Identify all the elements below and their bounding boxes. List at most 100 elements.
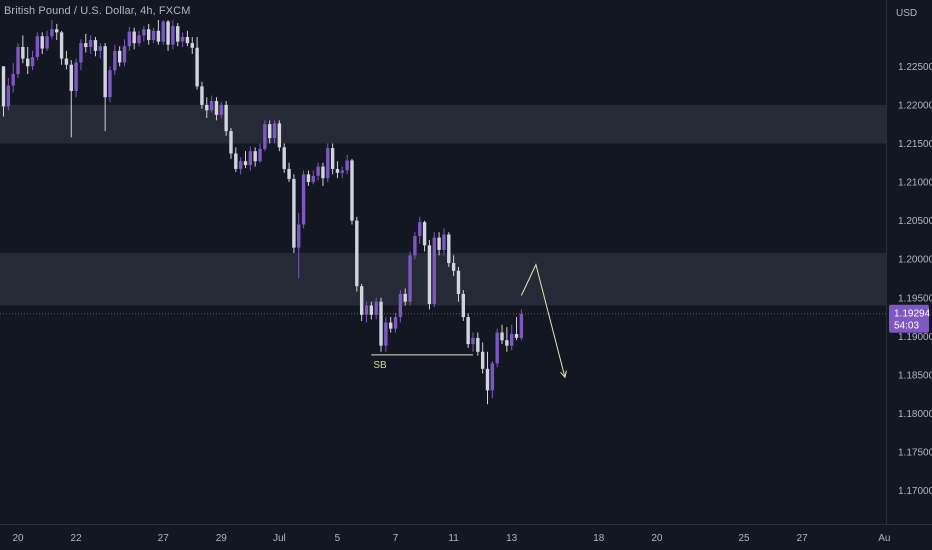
candle-body	[422, 222, 427, 246]
candle-body	[11, 74, 15, 86]
candle-body	[510, 334, 514, 346]
candle-body	[35, 36, 40, 58]
price-tick-label: 1.19000	[898, 332, 932, 343]
candle-body	[21, 47, 25, 59]
time-tick-label: 13	[506, 533, 518, 544]
candle-body	[64, 58, 69, 65]
candle-body	[195, 47, 199, 87]
candle-body	[364, 305, 369, 315]
price-tick-label: 1.22000	[898, 100, 932, 111]
candle-body	[166, 21, 170, 45]
candle-body	[45, 36, 49, 49]
candle-body	[292, 178, 296, 248]
candle-body	[514, 334, 519, 338]
price-tick-label: 1.21000	[898, 178, 932, 189]
candle-body	[1, 66, 6, 107]
candle-body	[84, 43, 88, 48]
candle-body	[103, 46, 107, 98]
time-tick-label: 20	[651, 533, 663, 544]
candle-body	[214, 101, 219, 115]
candle-body	[263, 124, 267, 149]
candle-body	[69, 64, 73, 91]
time-tick-label: 18	[593, 533, 605, 544]
price-axis[interactable]	[887, 0, 932, 524]
candle-body	[413, 236, 417, 256]
candle-body	[108, 70, 112, 98]
candle-body	[88, 40, 93, 48]
candle-body	[427, 245, 432, 304]
zone-rectangle[interactable]	[0, 253, 886, 306]
price-tick-label: 1.21500	[898, 139, 932, 150]
candle-body	[447, 234, 451, 264]
candle-body	[79, 43, 83, 63]
last-price-label: 1.19294	[894, 309, 931, 320]
candle-body	[248, 151, 253, 166]
candle-body	[393, 317, 398, 329]
candle-body	[476, 337, 480, 352]
zone-rectangle[interactable]	[0, 104, 886, 144]
price-tick-label: 1.19500	[898, 293, 932, 304]
projection-path[interactable]	[520, 263, 566, 378]
candle-body	[74, 62, 78, 91]
time-tick-label: 7	[393, 533, 399, 544]
price-tick-label: 1.22500	[898, 62, 932, 73]
candle-body	[456, 270, 461, 294]
price-tick-label: 1.18000	[898, 409, 932, 420]
candle-body	[272, 123, 277, 139]
price-tick-label: 1.17500	[898, 448, 932, 459]
candle-body	[398, 293, 403, 318]
candle-body	[389, 322, 393, 329]
candle-body	[480, 351, 485, 369]
sb-level-label: SB	[373, 360, 387, 371]
candle-body	[137, 35, 141, 44]
time-tick-label: 29	[216, 533, 228, 544]
candle-body	[432, 237, 436, 304]
candle-body	[40, 36, 44, 49]
candle-body	[243, 161, 248, 166]
candle-body	[287, 168, 291, 179]
candle-body	[190, 43, 194, 48]
candle-body	[219, 104, 223, 115]
countdown-label: 54:03	[894, 321, 919, 332]
candle-body	[369, 305, 374, 315]
candle-body	[132, 31, 136, 44]
candle-body	[306, 174, 311, 183]
price-tick-label: 1.18500	[898, 370, 932, 381]
candle-body	[30, 57, 35, 67]
candle-body	[471, 337, 475, 345]
candle-body	[238, 161, 243, 169]
candle-body	[234, 153, 238, 169]
time-tick-label: Jul	[273, 533, 286, 544]
candle-body	[16, 47, 20, 75]
candle-body	[229, 131, 233, 154]
candle-body	[151, 30, 156, 41]
price-tick-label: 1.20000	[898, 255, 932, 266]
candle-body	[519, 314, 524, 338]
candle-body	[466, 317, 470, 345]
currency-label: USD	[896, 8, 917, 19]
candle-body	[200, 86, 204, 105]
candle-body	[253, 151, 257, 162]
candle-body	[505, 340, 509, 346]
candle-body	[330, 148, 335, 169]
candle-body	[345, 160, 349, 171]
time-tick-label: 27	[158, 533, 170, 544]
price-tick-label: 1.20500	[898, 216, 932, 227]
time-tick-label: Au	[878, 533, 890, 544]
last-price-badge	[889, 304, 929, 333]
candle-body	[55, 29, 59, 33]
candle-body	[355, 220, 359, 287]
candle-body	[26, 58, 30, 67]
candle-body	[301, 174, 306, 225]
time-tick-label: 22	[71, 533, 83, 544]
candle-body	[147, 29, 151, 41]
time-tick-label: 20	[12, 533, 24, 544]
candle-body	[500, 332, 504, 341]
candle-body	[93, 40, 98, 51]
candle-body	[340, 170, 344, 173]
candle-body	[171, 26, 175, 45]
time-tick-label: 25	[738, 533, 750, 544]
time-axis[interactable]	[0, 525, 932, 550]
